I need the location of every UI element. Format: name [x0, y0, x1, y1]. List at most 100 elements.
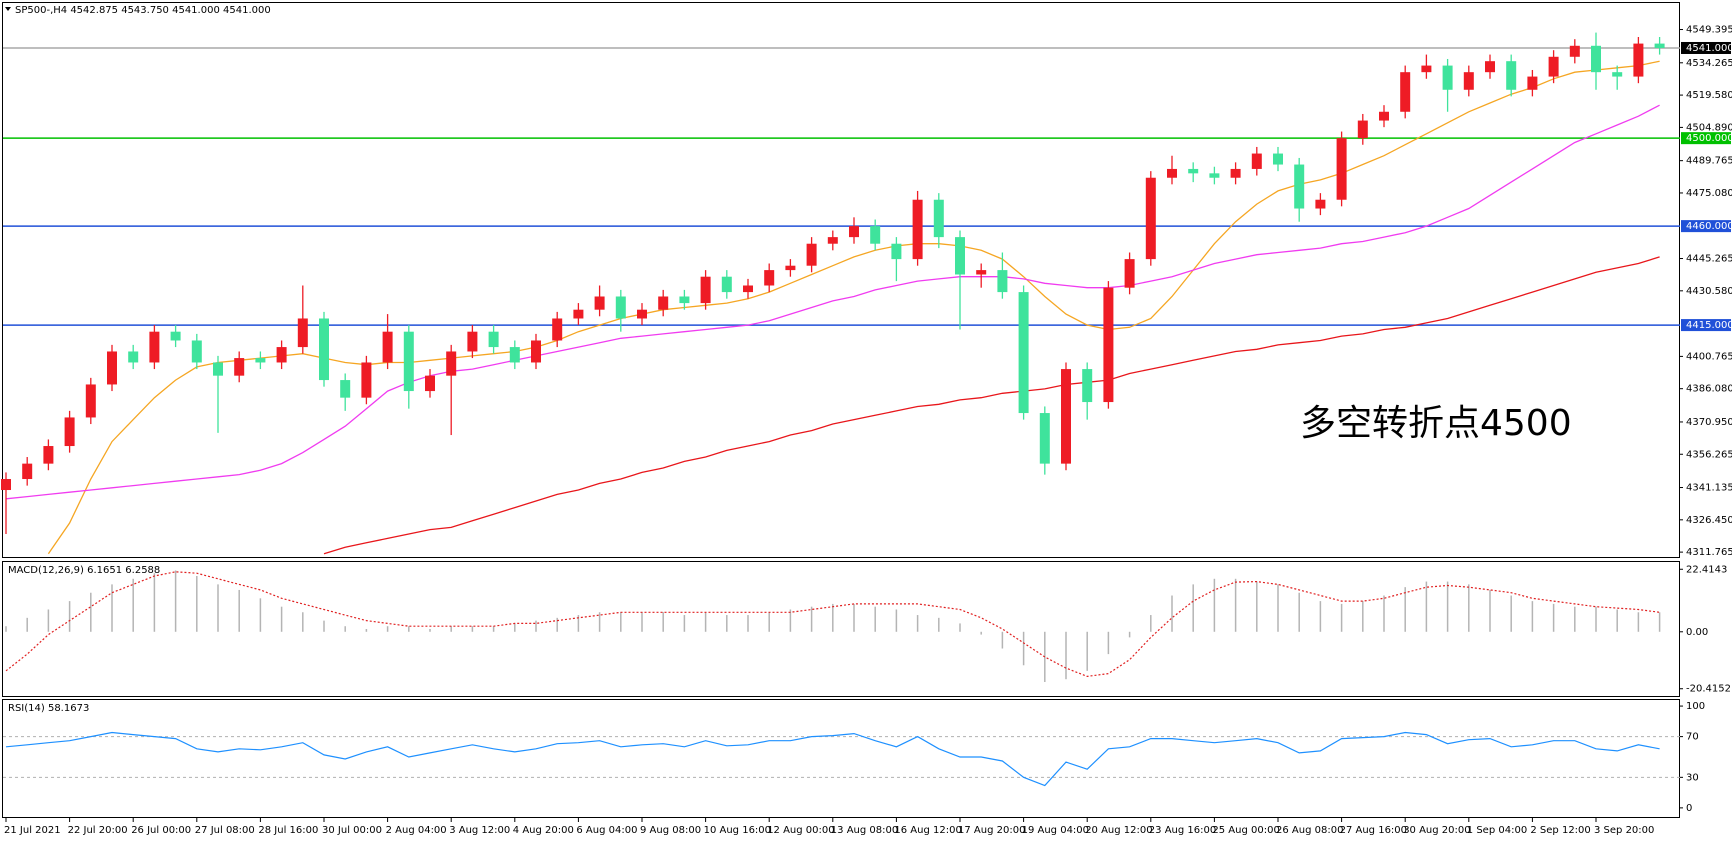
x-tick-label: 9 Aug 08:00 — [640, 825, 701, 836]
candle-body — [1251, 153, 1262, 169]
x-tick-label: 3 Sep 20:00 — [1594, 825, 1654, 836]
y-tick-label: 22.4143 — [1686, 564, 1727, 575]
y-tick-label: 4370.950 — [1686, 417, 1732, 428]
menu-arrow[interactable] — [5, 7, 11, 11]
candle-body — [382, 331, 393, 363]
candle-body — [552, 318, 563, 341]
candle-body — [1124, 259, 1135, 288]
x-tick-label: 23 Aug 16:00 — [1149, 825, 1216, 836]
candle-body — [743, 285, 753, 293]
rsi-title: RSI(14) 58.1673 — [8, 703, 89, 714]
y-tick-label: 30 — [1686, 772, 1699, 783]
candle-body — [22, 463, 33, 480]
candle-body — [1548, 56, 1559, 77]
candle-body — [594, 296, 605, 310]
x-tick-label: 27 Jul 08:00 — [195, 825, 255, 836]
candle-body — [467, 331, 478, 352]
candle-body — [1061, 369, 1071, 464]
x-tick-label: 6 Aug 04:00 — [576, 825, 637, 836]
x-tick-label: 3 Aug 12:00 — [449, 825, 510, 836]
candle-body — [107, 351, 117, 385]
x-tick-label: 21 Jul 2021 — [4, 825, 61, 836]
candle-body — [1506, 61, 1517, 90]
y-tick-label: 4549.395 — [1686, 25, 1732, 36]
candle-body — [1379, 111, 1389, 121]
candle-body — [446, 351, 457, 376]
candle-body — [573, 309, 584, 319]
candle-body — [1167, 168, 1177, 178]
rsi-line — [5, 731, 1660, 787]
x-tick-label: 28 Jul 16:00 — [258, 825, 318, 836]
rsi-panel — [2, 699, 1680, 818]
y-tick-label: 4430.580 — [1686, 286, 1732, 297]
candle-body — [658, 296, 669, 310]
y-tick-label: 0 — [1686, 803, 1692, 814]
candle-body — [213, 362, 223, 376]
candle-body — [912, 199, 923, 260]
candle-body — [806, 243, 817, 266]
candle-body — [721, 276, 732, 293]
candle-body — [1103, 287, 1114, 403]
candle-body — [997, 270, 1008, 293]
x-tick-label: 26 Aug 08:00 — [1276, 825, 1343, 836]
candle-body — [933, 199, 944, 238]
x-tick-label: 26 Jul 00:00 — [131, 825, 191, 836]
y-tick-label: 4356.265 — [1686, 449, 1732, 460]
candle-body — [64, 417, 75, 447]
candle-body — [1463, 72, 1474, 90]
macd-signal — [5, 571, 1660, 678]
level-label: 4500.000 — [1686, 133, 1732, 144]
y-tick-label: 70 — [1686, 732, 1699, 743]
x-tick-label: 30 Aug 20:00 — [1403, 825, 1470, 836]
y-tick-label: 0.00 — [1686, 627, 1708, 638]
annotation: 多空转折点4500 — [1300, 403, 1572, 444]
level-label-box — [1681, 319, 1731, 332]
candle-body — [1569, 45, 1580, 57]
chart-title: SP500-,H4 4542.875 4543.750 4541.000 454… — [15, 5, 271, 16]
candle-body — [679, 296, 690, 304]
candle-body — [1485, 61, 1495, 73]
macd-title: MACD(12,26,9) 6.1651 6.2588 — [8, 565, 160, 576]
y-tick-label: 4341.135 — [1686, 483, 1732, 494]
level-label: 4415.000 — [1686, 320, 1732, 331]
y-tick-label: 4489.765 — [1686, 156, 1732, 167]
x-tick-label: 25 Aug 00:00 — [1212, 825, 1279, 836]
x-tick-label: 27 Aug 16:00 — [1340, 825, 1407, 836]
x-tick-label: 13 Aug 08:00 — [831, 825, 898, 836]
candle-body — [149, 331, 160, 363]
y-tick-label: 4534.265 — [1686, 58, 1732, 69]
candle-body — [361, 362, 372, 398]
candle-body — [297, 318, 308, 348]
x-tick-label: 4 Aug 20:00 — [513, 825, 574, 836]
candle-body — [955, 237, 965, 275]
y-tick-label: -20.4152 — [1686, 684, 1731, 695]
candle-body — [891, 243, 902, 260]
level-label-box — [1681, 41, 1731, 54]
candle-body — [849, 226, 859, 238]
y-tick-label: 100 — [1686, 701, 1705, 712]
price-panel — [2, 2, 1680, 558]
moving-average — [5, 104, 1660, 500]
candle-body — [976, 270, 987, 275]
candle-body — [128, 351, 139, 363]
candle-body — [85, 384, 96, 418]
candle-body — [191, 340, 202, 363]
y-tick-label: 4311.765 — [1686, 547, 1732, 558]
candle-body — [1633, 43, 1644, 77]
candle-body — [785, 265, 796, 271]
moving-average — [323, 256, 1660, 555]
macd-panel — [2, 561, 1680, 697]
candle-body — [1188, 168, 1199, 174]
candle-body — [1421, 65, 1432, 73]
candle-body — [1442, 65, 1453, 90]
y-tick-label: 4445.265 — [1686, 254, 1732, 265]
candle-body — [170, 331, 181, 341]
x-tick-label: 19 Aug 04:00 — [1022, 825, 1089, 836]
candle-body — [870, 226, 881, 244]
y-tick-label: 4475.080 — [1686, 188, 1732, 199]
x-tick-label: 10 Aug 16:00 — [704, 825, 771, 836]
candle-body — [1082, 369, 1093, 403]
candle-body — [234, 358, 245, 376]
